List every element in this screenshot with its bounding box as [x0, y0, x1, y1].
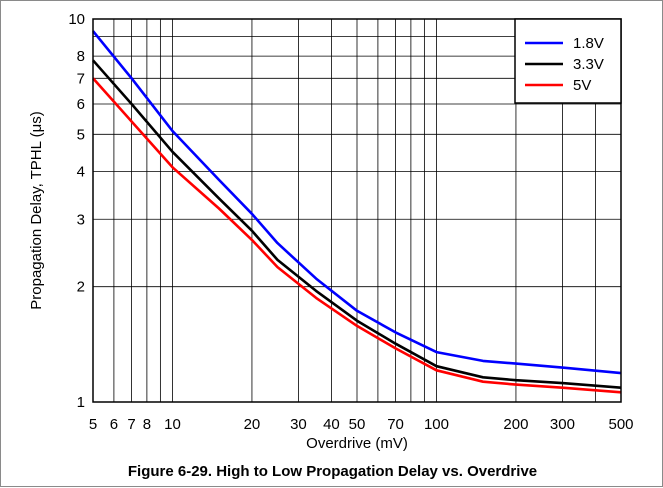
series-line-5v — [92, 77, 622, 394]
plot-border — [92, 18, 622, 403]
x-tick-label: 5 — [89, 416, 97, 433]
x-tick-label: 100 — [424, 416, 449, 433]
x-tick-label: 6 — [110, 416, 118, 433]
x-tick-label: 7 — [127, 416, 135, 433]
x-tick-label: 300 — [550, 416, 575, 433]
x-axis-label: Overdrive (mV) — [306, 435, 408, 452]
x-tick-label: 40 — [323, 416, 340, 433]
legend-box — [514, 18, 622, 104]
x-tick-label: 20 — [244, 416, 261, 433]
y-tick-label: 3 — [77, 211, 85, 228]
x-tick-label: 8 — [143, 416, 151, 433]
series-line-1-8v — [91, 30, 622, 375]
y-tick-label: 1 — [77, 394, 85, 411]
y-tick-labels: 1 2 3 4 5 6 7 8 10 — [68, 11, 85, 411]
y-tick-label: 6 — [77, 96, 85, 113]
legend-label: 1.8V — [573, 35, 604, 52]
legend-label: 3.3V — [573, 56, 604, 73]
x-tick-label: 200 — [503, 416, 528, 433]
y-tick-label: 2 — [77, 279, 85, 296]
x-tick-label: 500 — [608, 416, 633, 433]
y-tick-label: 10 — [68, 11, 85, 28]
x-tick-label: 30 — [290, 416, 307, 433]
x-tick-label: 70 — [387, 416, 404, 433]
x-tick-labels: 5 6 7 8 10 20 30 40 50 70 100 200 300 500 — [89, 416, 634, 433]
y-tick-label: 7 — [77, 70, 85, 87]
y-tick-label: 4 — [77, 163, 85, 180]
x-tick-label: 50 — [349, 416, 366, 433]
x-tick-label: 10 — [164, 416, 181, 433]
y-tick-label: 5 — [77, 126, 85, 143]
series-lines — [91, 30, 622, 394]
figure-caption: Figure 6-29. High to Low Propagation Del… — [127, 463, 538, 480]
y-tick-label: 8 — [77, 48, 85, 65]
series-line-3-3v — [92, 59, 622, 389]
y-axis-label: Propagation Delay, TPHL (μs) — [28, 111, 45, 309]
legend-label: 5V — [573, 77, 591, 94]
legend: 1.8V 3.3V 5V — [514, 18, 622, 104]
